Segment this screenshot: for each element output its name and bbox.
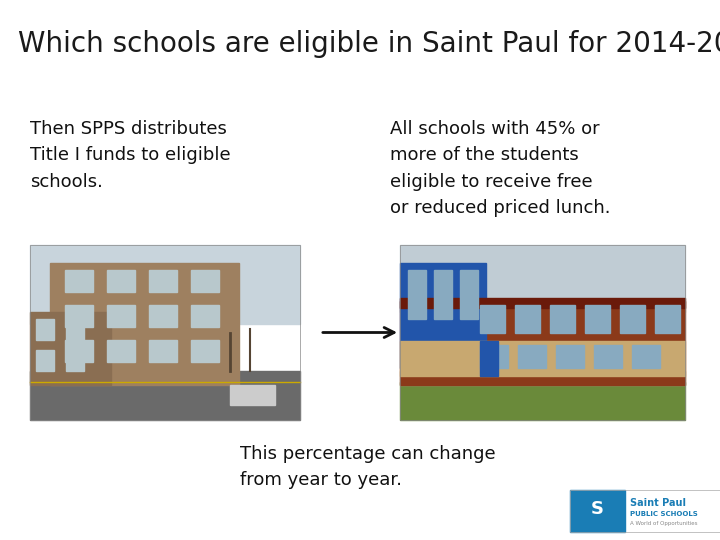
Bar bbox=[480, 341, 498, 376]
Bar bbox=[66, 350, 84, 371]
Bar bbox=[434, 269, 452, 319]
Bar bbox=[36, 350, 54, 371]
Bar bbox=[30, 245, 300, 324]
Text: All schools with 45% or
more of the students
eligible to receive free
or reduced: All schools with 45% or more of the stud… bbox=[390, 120, 611, 217]
Bar bbox=[107, 269, 135, 292]
Bar bbox=[400, 371, 685, 385]
Bar bbox=[400, 262, 485, 368]
Bar bbox=[149, 269, 177, 292]
Bar bbox=[550, 305, 575, 333]
Bar bbox=[149, 340, 177, 362]
Bar bbox=[230, 385, 275, 405]
Text: A World of Opportunities: A World of Opportunities bbox=[630, 521, 698, 526]
Bar bbox=[518, 345, 546, 368]
Bar bbox=[632, 345, 660, 368]
Bar bbox=[36, 319, 54, 340]
Bar bbox=[65, 305, 93, 327]
Bar bbox=[400, 298, 685, 308]
Text: S: S bbox=[591, 500, 604, 518]
Bar bbox=[570, 490, 625, 532]
Text: This percentage can change
from year to year.: This percentage can change from year to … bbox=[240, 445, 495, 489]
Bar bbox=[107, 305, 135, 327]
Bar bbox=[30, 312, 111, 385]
Bar bbox=[460, 269, 478, 319]
Bar bbox=[408, 269, 426, 319]
Bar bbox=[30, 371, 300, 420]
Bar bbox=[400, 381, 685, 420]
Bar bbox=[556, 345, 584, 368]
Text: Saint Paul: Saint Paul bbox=[630, 497, 686, 508]
Bar bbox=[50, 262, 239, 385]
Bar bbox=[107, 340, 135, 362]
Bar bbox=[570, 490, 720, 532]
Bar bbox=[191, 305, 219, 327]
Bar bbox=[480, 305, 505, 333]
Bar bbox=[30, 245, 300, 420]
Bar bbox=[191, 269, 219, 292]
Bar bbox=[654, 305, 680, 333]
Bar bbox=[585, 305, 610, 333]
Bar bbox=[191, 340, 219, 362]
Bar bbox=[149, 305, 177, 327]
Text: Then SPPS distributes
Title I funds to eligible
schools.: Then SPPS distributes Title I funds to e… bbox=[30, 120, 230, 191]
Bar bbox=[515, 305, 540, 333]
Bar bbox=[65, 340, 93, 362]
Text: Which schools are eligible in Saint Paul for 2014-2015?: Which schools are eligible in Saint Paul… bbox=[18, 30, 720, 58]
Bar bbox=[400, 245, 685, 312]
Bar bbox=[400, 341, 685, 376]
Text: PUBLIC SCHOOLS: PUBLIC SCHOOLS bbox=[630, 511, 698, 517]
Bar bbox=[480, 345, 508, 368]
Bar bbox=[400, 301, 685, 385]
Bar bbox=[594, 345, 622, 368]
Bar bbox=[400, 245, 685, 420]
Bar bbox=[65, 269, 93, 292]
Bar bbox=[620, 305, 645, 333]
Bar bbox=[66, 319, 84, 340]
